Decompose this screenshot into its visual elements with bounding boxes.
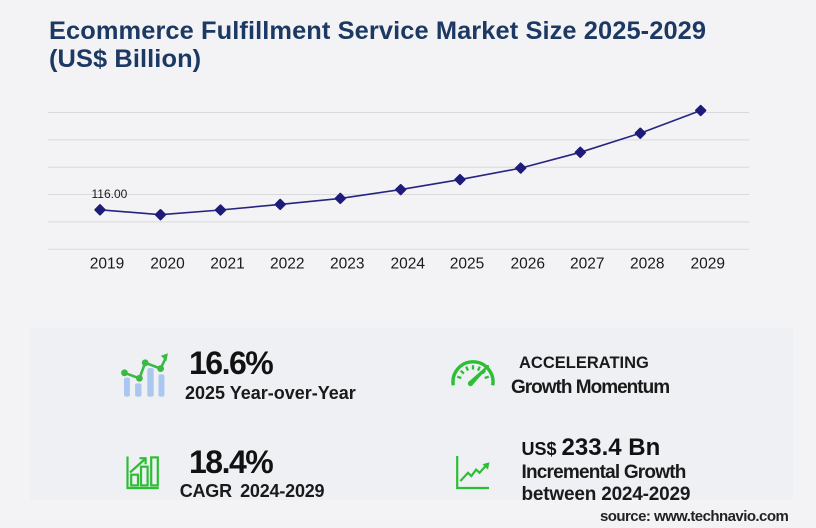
svg-text:2028: 2028 (630, 256, 664, 273)
svg-text:2029: 2029 (690, 256, 724, 273)
svg-text:2019: 2019 (90, 256, 124, 273)
svg-text:2025: 2025 (450, 256, 484, 273)
svg-text:2021: 2021 (210, 256, 244, 273)
svg-text:2020: 2020 (150, 256, 185, 273)
svg-text:2023: 2023 (330, 256, 364, 273)
svg-text:2026: 2026 (510, 256, 544, 273)
svg-text:2027: 2027 (570, 256, 604, 273)
svg-text:116.00: 116.00 (92, 187, 128, 201)
svg-text:2024: 2024 (390, 256, 425, 273)
svg-text:2022: 2022 (270, 256, 304, 273)
